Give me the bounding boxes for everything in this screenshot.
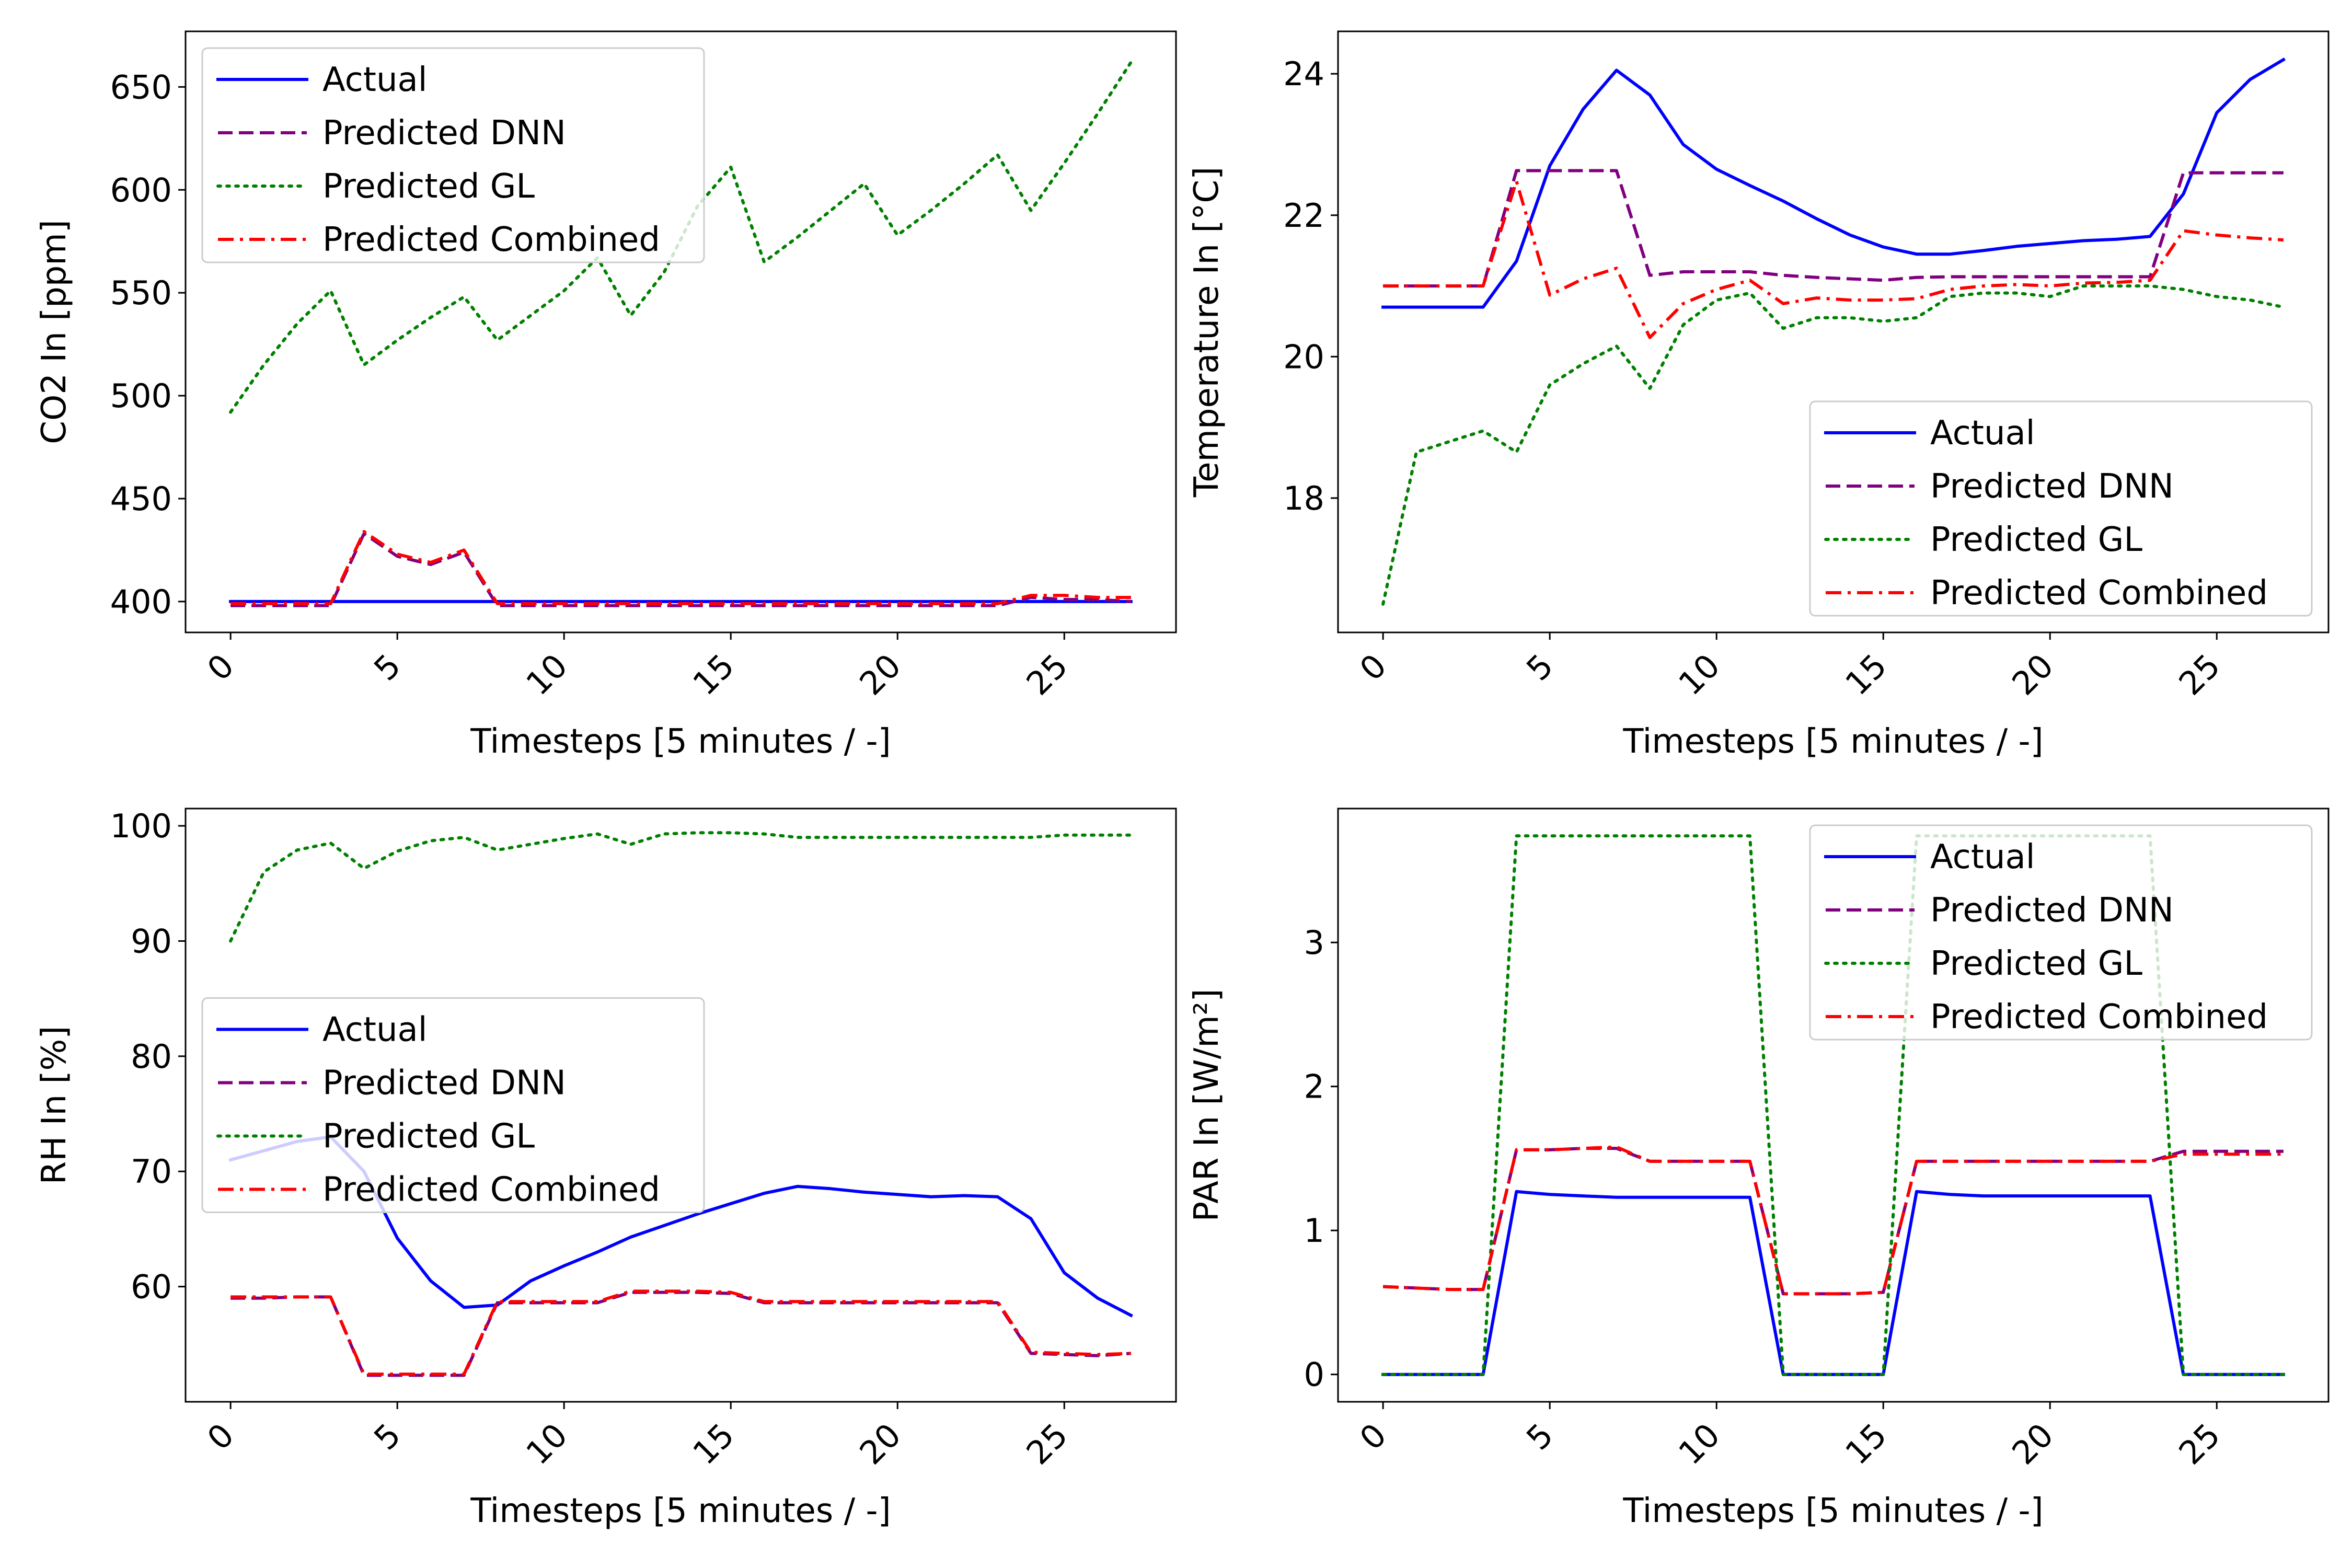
legend-label: Predicted DNN bbox=[1930, 467, 2174, 506]
series-line-predicted-combined bbox=[230, 1289, 1132, 1376]
plot-frame bbox=[1337, 808, 2330, 1403]
y-tick-label: 2 bbox=[1304, 1068, 1324, 1106]
legend-label: Actual bbox=[322, 1011, 428, 1050]
x-axis-label: Timesteps [5 minutes / -] bbox=[1622, 1492, 2043, 1530]
y-tick-label: 650 bbox=[110, 68, 172, 106]
legend: Actual Predicted DNN Predicted GL Predicted… bbox=[201, 47, 705, 263]
y-tick-label: 24 bbox=[1283, 55, 1324, 93]
legend: Actual Predicted DNN Predicted GL Predicted… bbox=[1809, 824, 2313, 1041]
legend-label: Actual bbox=[1930, 838, 2035, 877]
y-tick-label: 18 bbox=[1283, 479, 1324, 517]
y-axis-label: CO2 In [ppm] bbox=[35, 220, 74, 444]
plot-frame bbox=[185, 30, 1177, 633]
y-tick-label: 3 bbox=[1304, 924, 1324, 962]
y-tick-label: 90 bbox=[131, 922, 172, 960]
series-line-actual bbox=[1381, 57, 2286, 309]
plot-frame bbox=[185, 808, 1177, 1403]
legend-box bbox=[1809, 824, 2313, 1041]
legend-label: Predicted GL bbox=[322, 1117, 535, 1156]
y-tick-label: 70 bbox=[131, 1152, 172, 1191]
y-axis-label: RH In [%] bbox=[35, 1026, 74, 1184]
legend-label: Predicted GL bbox=[322, 167, 535, 206]
y-axis-label: Temperature In [°C] bbox=[1187, 167, 1226, 498]
series-line-predicted-combined bbox=[230, 530, 1131, 605]
legend-label: Predicted DNN bbox=[1930, 891, 2174, 930]
legend-label: Predicted GL bbox=[1930, 521, 2142, 559]
y-tick-label: 550 bbox=[110, 274, 172, 312]
legend-label: Predicted DNN bbox=[322, 1064, 566, 1103]
y-tick-label: 80 bbox=[131, 1037, 172, 1076]
series-line-actual bbox=[1381, 1190, 2285, 1376]
x-axis-label: Timesteps [5 minutes / -] bbox=[470, 722, 891, 761]
legend-box bbox=[201, 997, 705, 1213]
legend-label: Predicted Combined bbox=[1930, 574, 2268, 613]
legend-label: Actual bbox=[1930, 414, 2035, 453]
series-line-predicted-combined bbox=[1382, 1145, 2284, 1296]
legend-box bbox=[201, 47, 705, 263]
y-tick-label: 400 bbox=[110, 583, 172, 621]
legend-label: Predicted GL bbox=[1930, 944, 2142, 983]
x-axis-label: Timesteps [5 minutes / -] bbox=[470, 1492, 891, 1530]
y-tick-label: 100 bbox=[110, 807, 172, 845]
y-tick-label: 20 bbox=[1283, 338, 1324, 376]
y-tick-label: 500 bbox=[110, 377, 172, 415]
y-tick-label: 22 bbox=[1283, 197, 1324, 235]
x-axis-label: Timesteps [5 minutes / -] bbox=[1622, 722, 2043, 761]
series-line-predicted-dnn bbox=[1383, 169, 2284, 288]
legend: Actual Predicted DNN Predicted GL Predicted… bbox=[201, 997, 705, 1213]
y-tick-label: 600 bbox=[110, 171, 172, 209]
y-axis-label: PAR In [W/m²] bbox=[1187, 989, 1226, 1222]
y-tick-label: 450 bbox=[110, 480, 172, 518]
plot-frame bbox=[1337, 30, 2330, 633]
legend-label: Predicted Combined bbox=[1930, 998, 2268, 1036]
legend-label: Predicted Combined bbox=[322, 221, 660, 259]
legend-label: Predicted DNN bbox=[322, 114, 566, 153]
legend-label: Predicted Combined bbox=[322, 1171, 660, 1209]
legend-box bbox=[1809, 400, 2313, 617]
y-tick-label: 0 bbox=[1304, 1356, 1324, 1394]
legend-label: Actual bbox=[322, 61, 428, 99]
y-tick-label: 60 bbox=[131, 1268, 172, 1306]
y-tick-label: 1 bbox=[1304, 1212, 1324, 1250]
series-line-predicted-gl bbox=[1381, 284, 2285, 606]
legend: Actual Predicted DNN Predicted GL Predicted… bbox=[1809, 400, 2313, 617]
series-line-predicted-dnn bbox=[230, 532, 1132, 607]
